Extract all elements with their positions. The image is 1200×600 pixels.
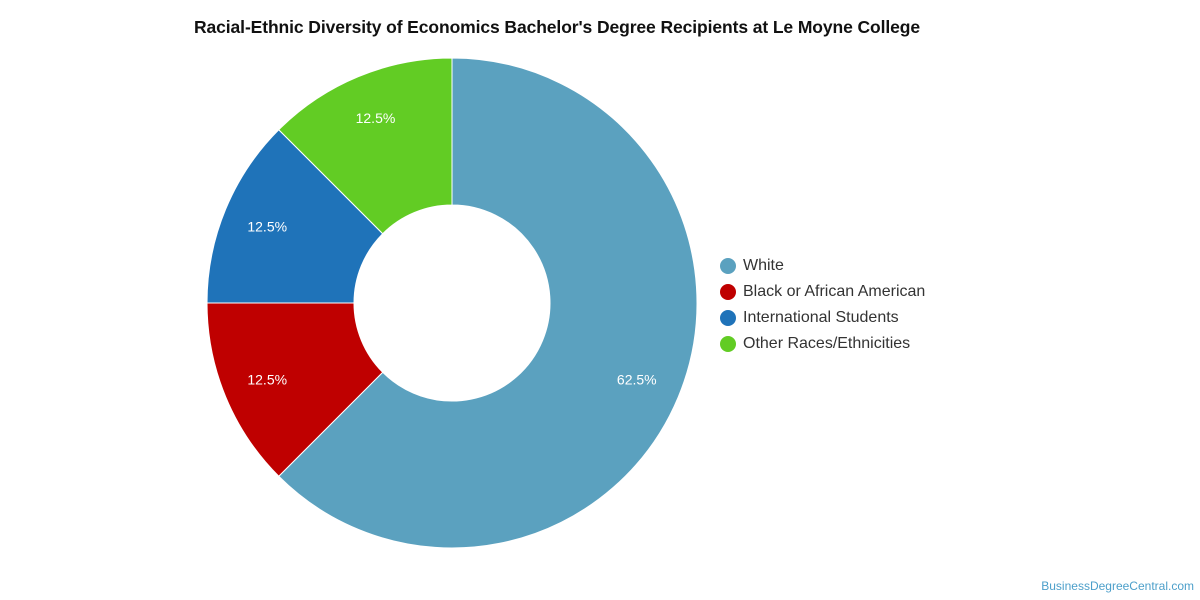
- legend-swatch-white: [720, 258, 736, 274]
- slice-white[interactable]: [278, 57, 698, 549]
- legend-item-other-races-ethnicities[interactable]: Other Races/Ethnicities: [720, 331, 925, 357]
- legend-label-international-students: International Students: [743, 309, 899, 326]
- chart-legend: White Black or African American Internat…: [720, 253, 925, 357]
- data-labels-layer: 62.5% 12.5% 12.5% 12.5%: [247, 110, 656, 387]
- data-label-black-or-african-american: 12.5%: [247, 372, 287, 388]
- slice-black-or-african-american[interactable]: [206, 302, 384, 477]
- slice-international-students[interactable]: [206, 129, 384, 304]
- slices-layer: [206, 57, 698, 549]
- chart-title: Racial-Ethnic Diversity of Economics Bac…: [193, 17, 921, 37]
- data-label-other-races-ethnicities: 12.5%: [356, 110, 396, 126]
- legend-label-black-or-african-american: Black or African American: [743, 283, 926, 300]
- slice-other-races-ethnicities[interactable]: [278, 57, 453, 235]
- legend-item-international-students[interactable]: International Students: [720, 305, 925, 331]
- legend-swatch-black-or-african-american: [720, 284, 736, 300]
- legend-swatch-other-races-ethnicities: [720, 336, 736, 352]
- legend-label-white: White: [743, 257, 784, 274]
- data-label-white: 62.5%: [617, 372, 657, 388]
- legend-item-white[interactable]: White: [720, 253, 925, 279]
- legend-swatch-international-students: [720, 310, 736, 326]
- source-credit-link[interactable]: BusinessDegreeCentral.com: [1041, 579, 1194, 593]
- legend-label-other-races-ethnicities: Other Races/Ethnicities: [743, 335, 911, 352]
- legend-item-black-or-african-american[interactable]: Black or African American: [720, 279, 925, 305]
- data-label-international-students: 12.5%: [247, 218, 287, 234]
